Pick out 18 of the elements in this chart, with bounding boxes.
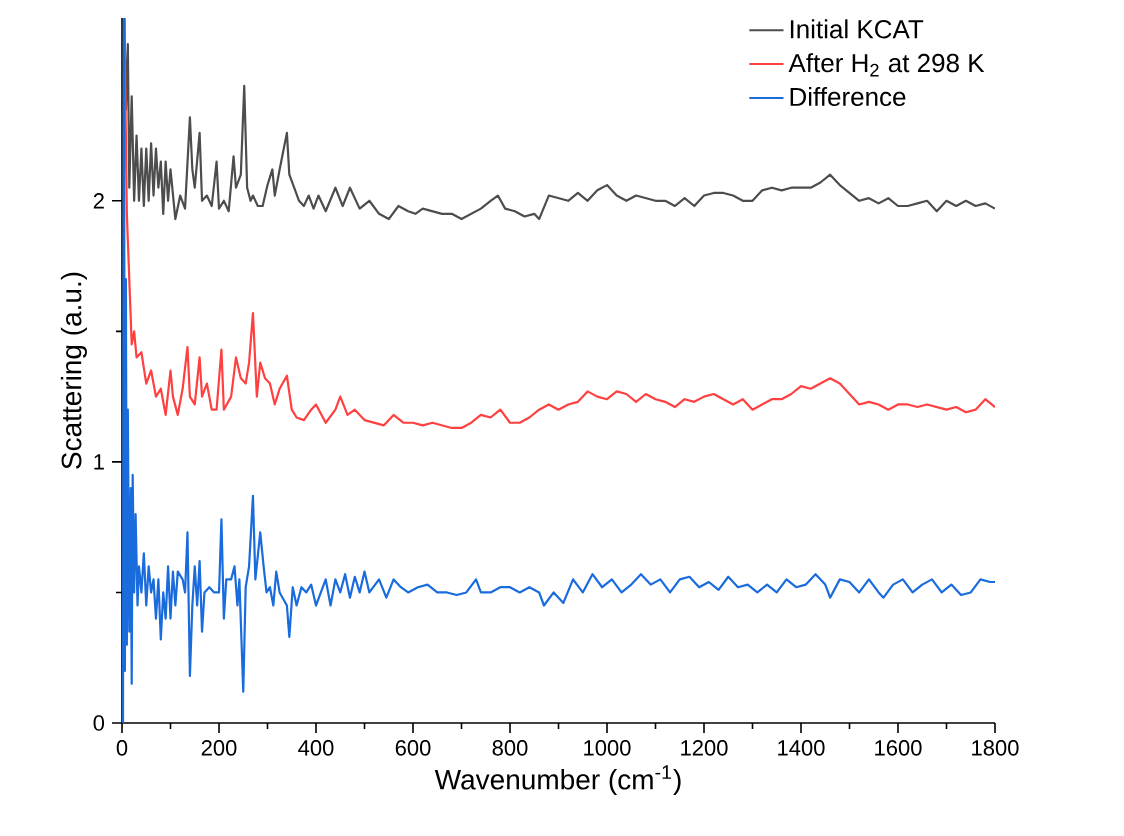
x-tick-label: 400 <box>298 740 334 756</box>
x-tick-label: 1000 <box>584 740 631 756</box>
x-tick-label: 0 <box>116 740 128 756</box>
x-tick-label: 1800 <box>972 740 1019 756</box>
x-tick-label: 1200 <box>681 740 728 756</box>
y-tick-label: 2 <box>93 193 104 209</box>
x-tick-label: 800 <box>492 740 528 756</box>
x-axis-title: Wavenumber (cm$^{-1}$) <box>434 765 681 796</box>
y-axis-title: Scattering (a.u.) <box>60 272 87 469</box>
x-tick-label: 1400 <box>778 740 825 756</box>
x-tick-label: 1600 <box>875 740 922 756</box>
legend-label: Initial KCAT <box>790 19 924 39</box>
legend-label: Difference <box>790 87 906 107</box>
x-tick-label: 200 <box>201 740 237 756</box>
legend-label: After H$_{2}$ at 298 K <box>788 53 985 77</box>
x-tick-label: 600 <box>395 740 431 756</box>
y-tick-label: 0 <box>93 715 105 731</box>
y-tick-label: 1 <box>94 454 104 470</box>
